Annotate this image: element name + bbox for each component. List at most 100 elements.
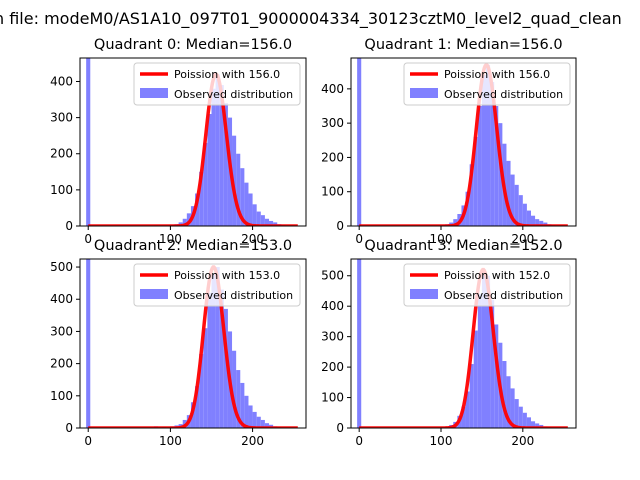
y-tick-label: 0 bbox=[65, 421, 73, 435]
legend: Poission with 156.0 Observed distribution bbox=[403, 62, 571, 106]
hist-bar bbox=[486, 275, 491, 428]
x-tick-label: 0 bbox=[84, 232, 92, 246]
hist-bar bbox=[465, 191, 470, 226]
hist-bar bbox=[203, 328, 208, 428]
y-tick-label: 500 bbox=[50, 260, 73, 274]
panel-quadrant-3: 0 100 200 0 100 200 300 400 500 Quadrant 3: Media… bbox=[321, 238, 577, 448]
hist-bar bbox=[477, 294, 482, 428]
hist-bar bbox=[199, 353, 204, 428]
hist-bar-zero bbox=[86, 259, 91, 428]
hist-bar bbox=[207, 114, 212, 226]
hist-bar bbox=[514, 184, 519, 226]
hist-bar bbox=[195, 193, 200, 226]
axes-frame bbox=[79, 57, 307, 227]
x-tick-label: 200 bbox=[511, 232, 534, 246]
hist-bar bbox=[526, 210, 531, 226]
hist-bar bbox=[465, 391, 470, 428]
x-tick-label: 200 bbox=[241, 434, 264, 448]
y-tick-label: 200 bbox=[50, 147, 73, 161]
hist-bar bbox=[481, 75, 486, 226]
hist-bar bbox=[264, 423, 270, 428]
y-tick-label: 300 bbox=[50, 111, 73, 125]
legend: Poission with 152.0 Observed distribution bbox=[403, 263, 571, 307]
x-tick-label: 100 bbox=[159, 232, 182, 246]
hist-bar bbox=[473, 136, 478, 226]
hist-bar bbox=[182, 218, 187, 226]
x-tick-label: 200 bbox=[241, 232, 264, 246]
legend-swatch-observed bbox=[410, 88, 438, 98]
y-tick-label: 200 bbox=[321, 360, 344, 374]
hist-bar bbox=[518, 406, 523, 428]
y-tick-label: 300 bbox=[50, 324, 73, 338]
hist-bar bbox=[248, 193, 253, 226]
hist-bar bbox=[236, 370, 241, 428]
hist-bar bbox=[248, 405, 253, 428]
hist-bar bbox=[498, 123, 503, 226]
legend-box bbox=[133, 263, 301, 307]
y-tick-label: 100 bbox=[321, 185, 344, 199]
hist-bar bbox=[453, 219, 458, 226]
axes-frame bbox=[350, 258, 577, 429]
hist-bar-zero bbox=[86, 58, 91, 226]
hist-bar bbox=[486, 64, 491, 226]
hist-bar bbox=[240, 168, 245, 226]
legend-label-poisson: Poission with 156.0 bbox=[444, 68, 550, 81]
hist-bar bbox=[240, 382, 245, 428]
y-tick-label: 100 bbox=[50, 183, 73, 197]
hist-bar bbox=[199, 171, 204, 226]
y-tick-label: 400 bbox=[321, 82, 344, 96]
hist-bar bbox=[473, 330, 478, 428]
y-tick-label: 0 bbox=[336, 421, 344, 435]
hist-bar bbox=[481, 269, 486, 428]
hist-bar bbox=[461, 406, 466, 428]
hist-bar bbox=[195, 386, 200, 428]
hist-bar bbox=[531, 421, 536, 428]
hist-bar bbox=[252, 411, 257, 428]
plot-area bbox=[357, 259, 568, 428]
x-tick-label: 0 bbox=[355, 232, 363, 246]
x-tick-label: 0 bbox=[355, 434, 363, 448]
legend-label-poisson: Poission with 152.0 bbox=[444, 269, 550, 282]
panel-quadrant-2: 0 100 200 0 100 200 300 400 500 Quadrant 2: Media… bbox=[50, 238, 307, 448]
hist-bar bbox=[260, 215, 265, 226]
panel-quadrant-0: 0 100 200 0 100 200 300 400 Quadrant 0: Median=1… bbox=[50, 37, 307, 246]
legend-label-poisson: Poission with 153.0 bbox=[174, 269, 280, 282]
hist-bar bbox=[494, 324, 499, 428]
hist-bar bbox=[256, 416, 261, 428]
hist-bar bbox=[469, 164, 474, 226]
panel-title: Quadrant 1: Median=156.0 bbox=[364, 37, 562, 53]
hist-bar bbox=[518, 195, 523, 226]
y-tick-label: 400 bbox=[50, 74, 73, 88]
hist-bar bbox=[535, 219, 540, 226]
legend-box bbox=[403, 263, 571, 307]
hist-bar-zero bbox=[357, 259, 362, 428]
hist-bar bbox=[502, 361, 507, 428]
hist-bar bbox=[269, 220, 274, 226]
panel-title: Quadrant 3: Median=152.0 bbox=[364, 238, 562, 254]
y-tick-label: 0 bbox=[336, 219, 344, 233]
hist-bar bbox=[469, 364, 474, 428]
legend-swatch-observed bbox=[140, 289, 168, 299]
axes-frame bbox=[350, 57, 577, 227]
hist-bar bbox=[490, 82, 495, 226]
hist-bar bbox=[236, 153, 241, 226]
legend-swatch-observed bbox=[140, 88, 168, 98]
poisson-curve bbox=[359, 267, 568, 428]
hist-bar bbox=[211, 273, 216, 428]
x-tick-label: 100 bbox=[430, 232, 453, 246]
hist-bar bbox=[215, 74, 220, 226]
panel-title: Quadrant 0: Median=156.0 bbox=[94, 37, 292, 53]
hist-bar bbox=[490, 300, 495, 428]
panel-quadrant-1: 0 100 200 0 100 200 300 400 Quadrant 1: Median=1… bbox=[321, 37, 577, 246]
y-tick-label: 100 bbox=[321, 391, 344, 405]
y-tick-label: 400 bbox=[321, 299, 344, 313]
hist-bar bbox=[260, 419, 265, 428]
hist-bar bbox=[539, 220, 544, 226]
y-tick-label: 0 bbox=[65, 219, 73, 233]
hist-bar bbox=[506, 160, 511, 226]
hist-bar bbox=[526, 417, 531, 428]
y-tick-label: 200 bbox=[321, 150, 344, 164]
panels: 0 100 200 0 100 200 300 400 Quadrant 0: Median=1… bbox=[50, 37, 577, 448]
legend-box bbox=[133, 62, 301, 106]
